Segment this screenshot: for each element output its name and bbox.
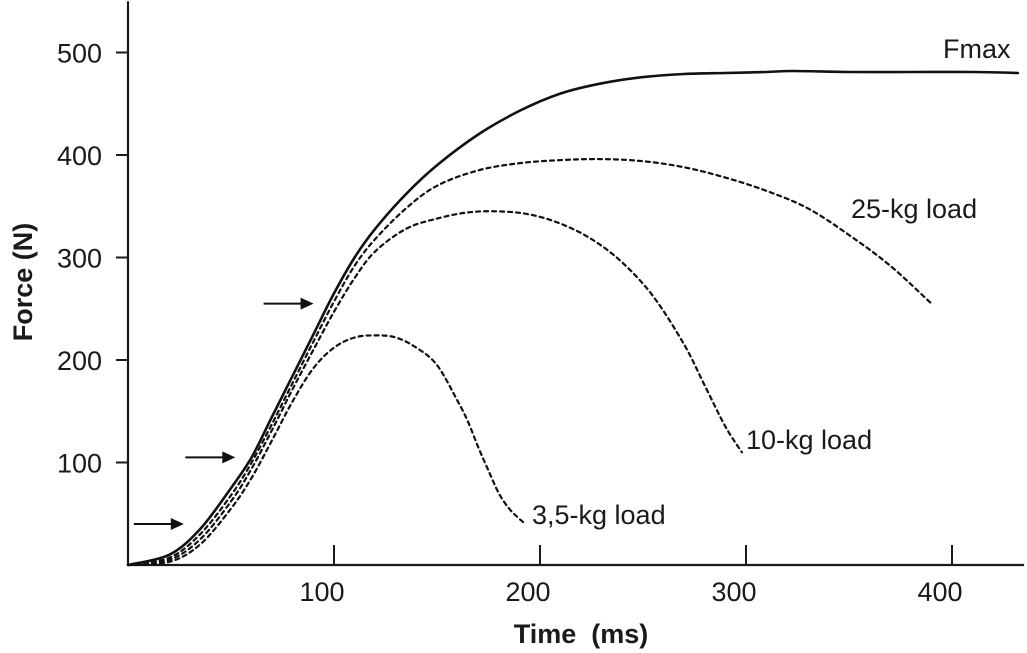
y-tick-label: 300: [57, 244, 102, 274]
annotation-arrow-head: [170, 518, 184, 530]
y-tick-label: 500: [57, 39, 102, 69]
labels: Fmax 25-kg load 10-kg load 3,5-kg load: [532, 34, 1011, 530]
axes: 100 200 300 400 500 100 200 300 400 Time (ms) Forc…: [8, 1, 1025, 649]
series-label-10-kg-load: 10-kg load: [746, 425, 872, 455]
x-tick-label: 400: [917, 577, 962, 607]
curves: [126, 69, 1020, 567]
x-tick-label: 300: [711, 577, 756, 607]
y-tick-label: 400: [57, 141, 102, 171]
annotation-arrow-head: [222, 451, 236, 464]
y-tick-label: 100: [57, 449, 102, 479]
series-line-fmax: [126, 69, 1020, 567]
y-axis-title: Force (N): [8, 223, 38, 342]
series-label-25-kg-load: 25-kg load: [851, 194, 977, 224]
arrows: [133, 297, 314, 530]
series-line-10-kg-load: [126, 210, 743, 567]
series-label-3-5-kg-load: 3,5-kg load: [532, 500, 666, 530]
series-label-fmax: Fmax: [943, 34, 1011, 64]
y-tick-label: 200: [57, 346, 102, 376]
x-tick-label: 200: [505, 577, 550, 607]
series-line-3-5-kg-load: [126, 334, 527, 567]
annotation-arrow-head: [300, 297, 314, 310]
series-line-25-kg-load: [126, 157, 933, 567]
x-axis-title: Time (ms): [514, 619, 649, 649]
x-tick-label: 100: [299, 577, 344, 607]
